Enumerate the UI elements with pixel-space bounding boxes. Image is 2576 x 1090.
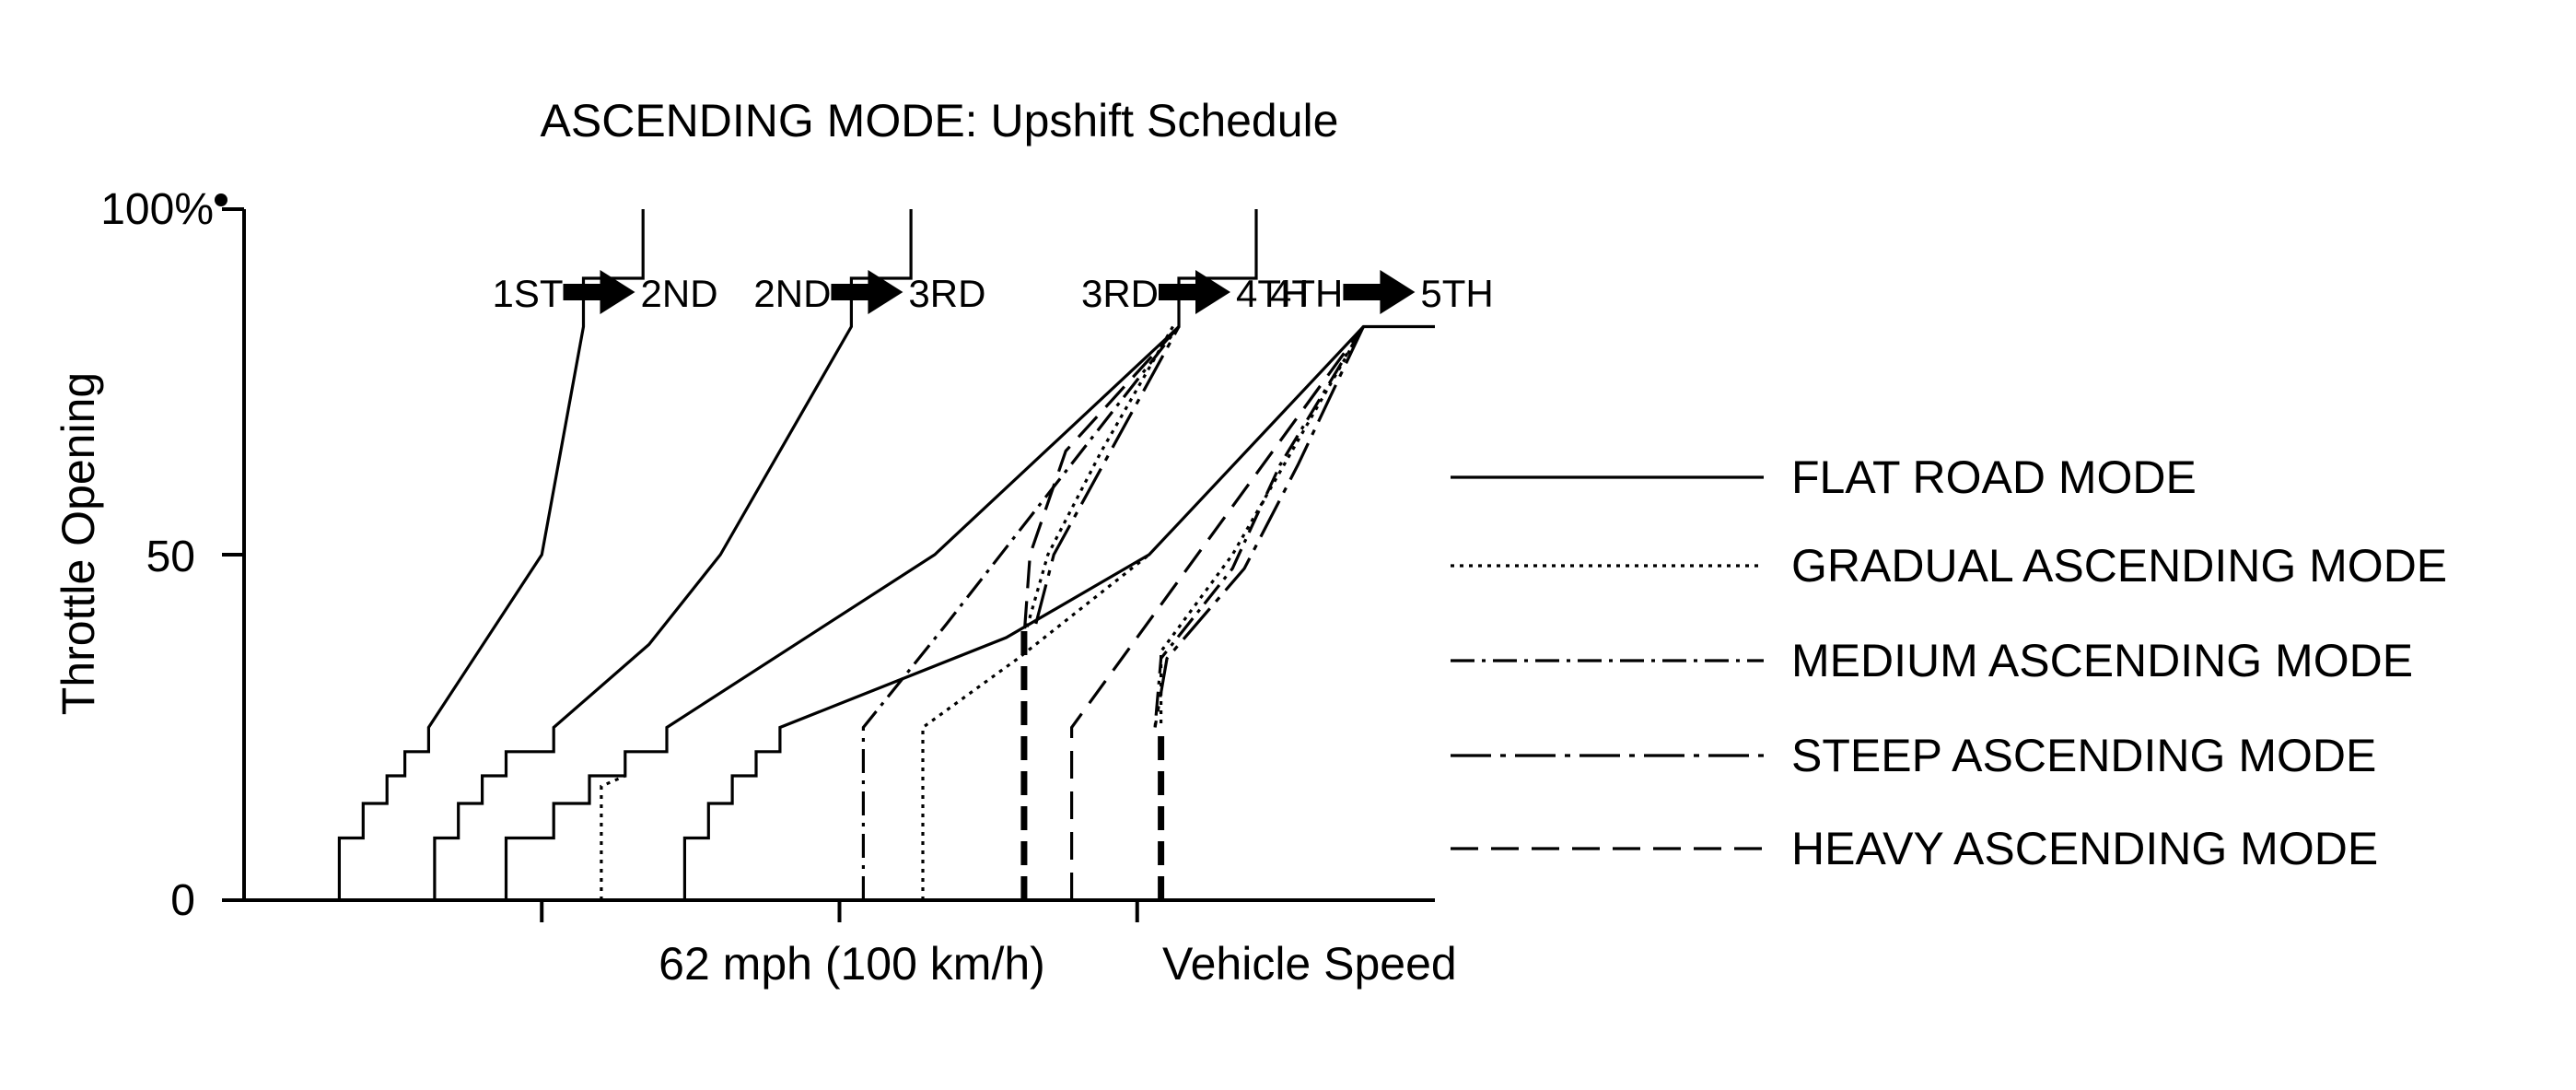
shift-to-label: 5TH — [1420, 272, 1493, 315]
x-reference-label: 62 mph (100 km/h) — [659, 938, 1045, 990]
medium-ascending-mode-line-2 — [1153, 325, 1365, 728]
y-tick-label-100: 100% — [100, 185, 214, 234]
shift-from-label: 3RD — [1081, 272, 1159, 315]
heavy-ascending-mode-line-1 — [1069, 325, 1365, 900]
gradual-ascending-mode-line-1 — [600, 774, 626, 900]
shift-from-label: 2ND — [753, 272, 831, 315]
shift-to-label: 3RD — [908, 272, 985, 315]
y-axis-dot — [215, 193, 227, 206]
gradual-ascending-mode-line-2 — [921, 553, 1150, 900]
shift-arrow-icon — [563, 270, 635, 314]
flat-road-mode-line-2 — [433, 209, 913, 900]
axes — [215, 193, 1435, 922]
chart-title: ASCENDING MODE: Upshift Schedule — [541, 95, 1339, 147]
y-tick-label-0: 0 — [170, 876, 195, 925]
y-axis-label: Throttle Opening — [52, 372, 104, 715]
gradual-ascending-mode-line-4 — [1159, 325, 1365, 728]
shift-from-label: 4TH — [1270, 272, 1343, 315]
y-tick-label-50: 50 — [146, 533, 195, 581]
shift-to-label: 2ND — [641, 272, 718, 315]
medium-ascending-mode-line-1 — [861, 325, 1181, 900]
legend-label-heavy-ascending-mode: HEAVY ASCENDING MODE — [1791, 823, 2378, 874]
flat-road-mode-line-4 — [682, 324, 1435, 900]
shift-arrow-icon — [831, 270, 903, 314]
shift-from-label: 1ST — [492, 272, 563, 315]
shift-arrow-icon — [1343, 270, 1416, 314]
flat-road-mode-line-1 — [337, 209, 645, 900]
heavy-ascending-mode-line-2 — [1022, 325, 1181, 639]
steep-ascending-mode-line-1 — [1034, 325, 1181, 625]
legend-label-gradual-ascending-mode: GRADUAL ASCENDING MODE — [1791, 540, 2447, 592]
legend-label-flat-road-mode: FLAT ROAD MODE — [1791, 451, 2197, 503]
shift-arrow-icon — [1159, 270, 1231, 314]
gradual-ascending-mode-line-3 — [1022, 325, 1174, 639]
steep-ascending-mode-line-2 — [1153, 325, 1365, 728]
legend: FLAT ROAD MODE GRADUAL ASCENDING MODE MEDI… — [1451, 451, 2447, 874]
legend-label-medium-ascending-mode: MEDIUM ASCENDING MODE — [1791, 635, 2413, 686]
x-axis-label: Vehicle Speed — [1162, 938, 1457, 990]
legend-label-steep-ascending-mode: STEEP ASCENDING MODE — [1791, 730, 2376, 781]
shift-to-label: 4TH — [1236, 272, 1309, 315]
